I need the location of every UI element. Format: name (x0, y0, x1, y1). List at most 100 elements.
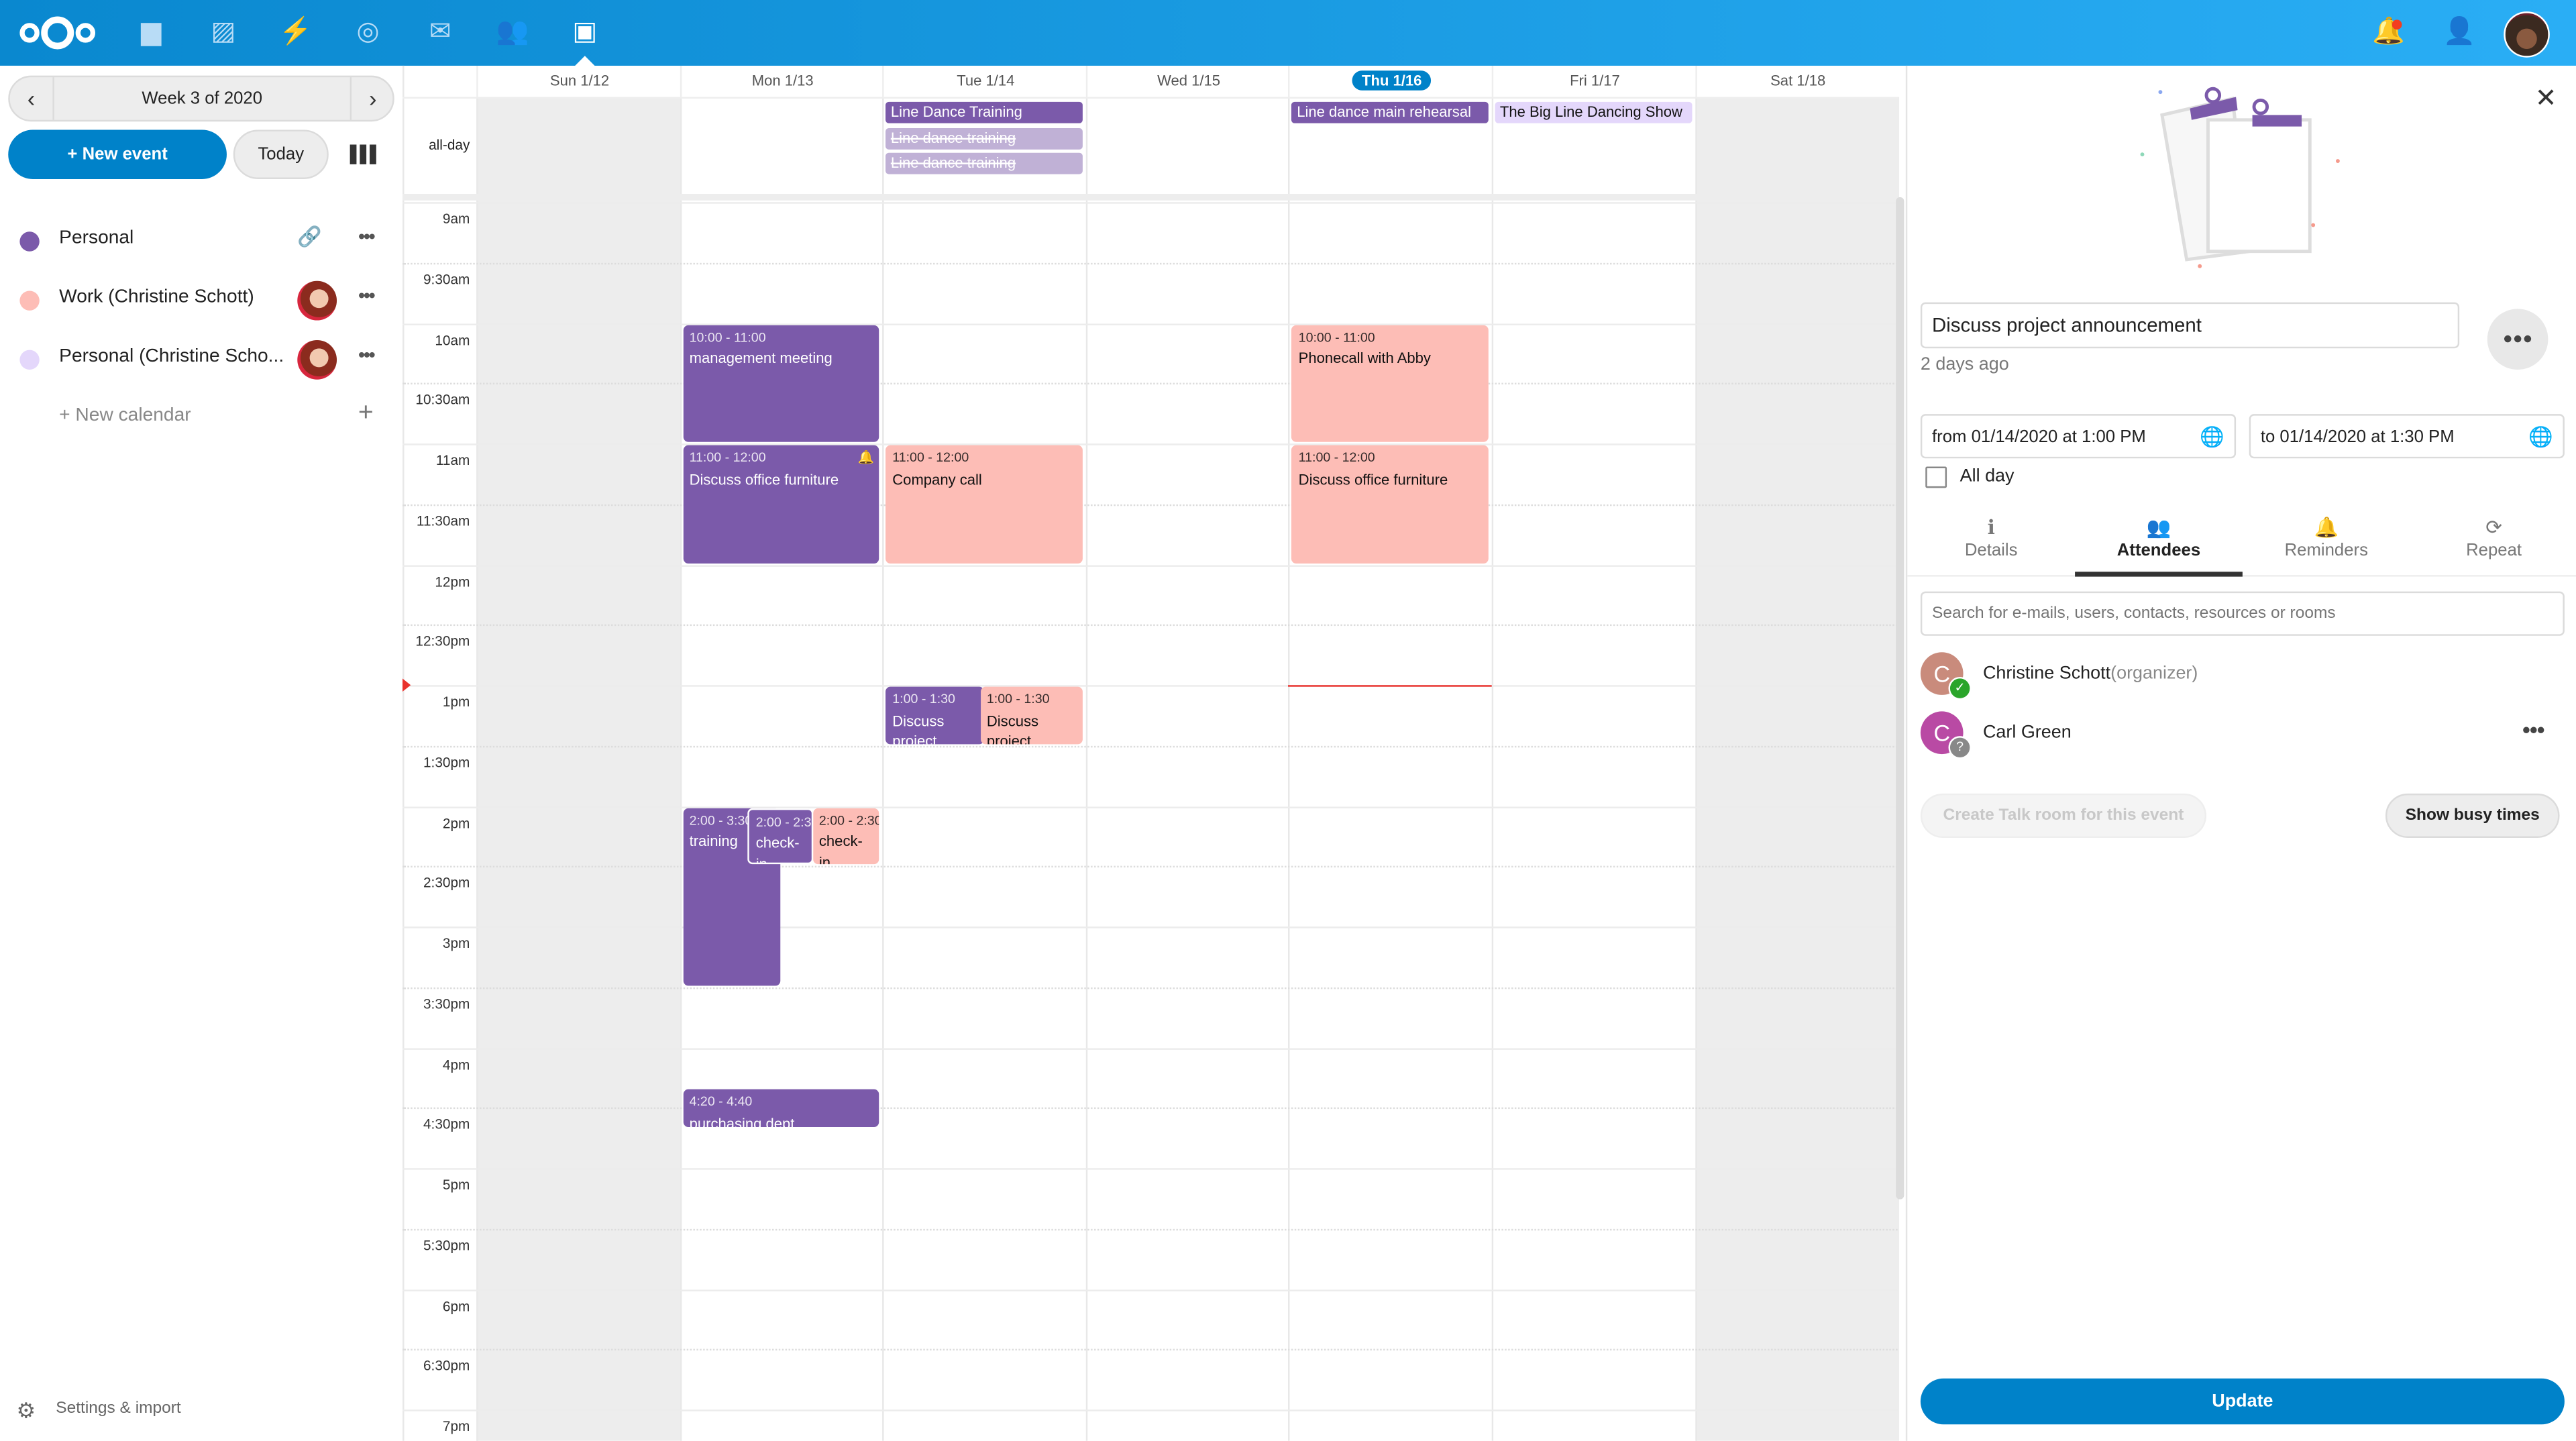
share-link-icon[interactable]: 🔗 (297, 225, 322, 248)
start-datetime-input[interactable]: from 01/14/2020 at 1:00 PM 🌐 (1920, 414, 2237, 459)
day-header[interactable]: Sat 1/18 (1695, 65, 1899, 97)
mail-icon[interactable]: ✉ (429, 17, 451, 46)
calendar-event[interactable]: 4:20 - 4:40 purchasing dept (682, 1089, 879, 1126)
today-button[interactable]: Today (233, 129, 329, 179)
day-header[interactable]: Wed 1/15 (1085, 65, 1290, 97)
contacts-menu-icon[interactable]: 👤 (2443, 17, 2476, 46)
nextcloud-logo[interactable] (18, 15, 97, 51)
event-actions-button[interactable]: ●●● (2487, 309, 2548, 370)
event-title: check-in (818, 833, 863, 865)
event-title: training (689, 833, 738, 850)
calendar-color-dot[interactable] (19, 290, 40, 311)
photos-icon[interactable]: ▨ (211, 17, 236, 46)
calendar-item[interactable]: Work (Christine Schott) ••• (0, 271, 402, 330)
week-navigator: ‹ Week 3 of 2020 › (8, 75, 394, 122)
notifications-bell-icon[interactable]: 🔔 (2372, 17, 2406, 46)
calendar-icon[interactable]: ▣ (572, 17, 598, 46)
calendar-actions-button[interactable]: ••• (358, 343, 376, 367)
hour-line (402, 806, 1898, 808)
header-divider (402, 97, 1898, 99)
day-column[interactable] (679, 97, 885, 1441)
calendar-actions-button[interactable]: ••• (358, 284, 376, 307)
allday-event[interactable]: Line dance training (885, 152, 1083, 174)
show-busy-times-button[interactable]: Show busy times (2385, 793, 2560, 838)
allday-event[interactable]: Line Dance Training (885, 101, 1083, 123)
allday-event[interactable]: Line dance training (885, 127, 1083, 149)
hour-line (402, 685, 1898, 687)
attendee-row[interactable]: C? Carl Green ●●● (1920, 708, 2565, 759)
next-week-button[interactable]: › (350, 77, 394, 120)
update-button[interactable]: Update (1920, 1378, 2565, 1425)
event-title-value: Discuss project announcement (1932, 313, 2202, 337)
event-title-input[interactable]: Discuss project announcement (1920, 302, 2460, 349)
event-time: 11:00 - 12:00 (892, 450, 969, 466)
calendar-item[interactable]: Personal 🔗 ••• (0, 212, 402, 271)
previous-week-button[interactable]: ‹ (10, 77, 54, 120)
files-icon[interactable]: ▆ (141, 17, 162, 46)
calendar-event[interactable]: 2:00 - 2:30 check-in (747, 807, 813, 865)
calendar-event[interactable]: 11:00 - 12:00 Discuss office furniture 🔔 (682, 445, 879, 563)
new-calendar-button[interactable]: + New calendar + (0, 389, 402, 448)
event-time: 10:00 - 11:00 (1298, 329, 1375, 345)
day-column[interactable] (1491, 97, 1697, 1441)
attendee-status-needs-action-icon: ? (1948, 736, 1972, 759)
calendar-item[interactable]: Personal (Christine Scho... ••• (0, 330, 402, 389)
calendar-event[interactable]: 10:00 - 11:00 management meeting (682, 324, 879, 442)
calendar-actions-button[interactable]: ••• (358, 225, 376, 248)
end-datetime-input[interactable]: to 01/14/2020 at 1:30 PM 🌐 (2249, 414, 2565, 459)
day-column[interactable] (1085, 97, 1291, 1441)
user-avatar[interactable] (2504, 11, 2550, 58)
scrollbar[interactable] (1896, 197, 1904, 1199)
day-header[interactable]: Mon 1/13 (679, 65, 884, 97)
settings-button[interactable]: ⚙ Settings & import (16, 1398, 394, 1424)
tab-repeat[interactable]: ⟳ Repeat (2410, 515, 2576, 576)
attendee-name-text: Christine Schott (1982, 663, 2111, 684)
create-talk-room-button[interactable]: Create Talk room for this event (1920, 793, 2207, 838)
day-header-label: Sun 1/12 (549, 72, 610, 89)
contacts-icon[interactable]: 👥 (496, 17, 529, 46)
attendee-actions-button[interactable]: ●●● (2522, 721, 2545, 738)
hour-line (402, 1168, 1898, 1170)
tab-details[interactable]: ℹ Details (1907, 515, 2075, 576)
timezone-globe-icon[interactable]: 🌐 (2200, 425, 2224, 448)
day-column[interactable] (1288, 97, 1494, 1441)
day-column[interactable] (882, 97, 1087, 1441)
calendar-color-dot[interactable] (19, 350, 40, 370)
calendar-event[interactable]: 11:00 - 12:00 Company call (885, 445, 1083, 563)
new-event-button[interactable]: + New event (8, 129, 227, 179)
allday-event[interactable]: Line dance main rehearsal (1291, 101, 1489, 123)
allday-event[interactable]: The Big Line Dancing Show (1495, 101, 1692, 123)
time-label: 3pm (442, 935, 470, 951)
attendee-row[interactable]: C ✓ Christine Schott(organizer) (1920, 649, 2565, 700)
day-header[interactable]: Fri 1/17 (1491, 65, 1697, 97)
attendee-search-input[interactable] (1920, 591, 2565, 636)
calendar-event[interactable]: 1:00 - 1:30 Discuss project announcement (980, 686, 1083, 744)
calendar-event[interactable]: 10:00 - 11:00 Phonecall with Abby (1291, 324, 1489, 442)
event-time: 1:00 - 1:30 (892, 692, 955, 707)
calendar-event[interactable]: 2:00 - 2:30 check-in (812, 807, 879, 865)
time-label: 2:30pm (423, 874, 470, 891)
talk-icon[interactable]: ◎ (356, 17, 380, 46)
tab-attendees[interactable]: 👥 Attendees (2075, 515, 2243, 576)
view-switcher-icon[interactable] (350, 144, 376, 164)
timezone-globe-icon[interactable]: 🌐 (2528, 425, 2553, 448)
hour-line (402, 1409, 1898, 1411)
activity-icon[interactable]: ⚡ (279, 17, 313, 46)
calendar-color-dot[interactable] (19, 231, 40, 252)
all-day-label[interactable]: All day (1960, 466, 2015, 486)
day-header[interactable]: Thu 1/16 (1288, 65, 1493, 97)
calendar-event[interactable]: 1:00 - 1:30 Discuss project announcement (885, 686, 984, 744)
day-column[interactable] (476, 97, 682, 1441)
calendar-event[interactable]: 11:00 - 12:00 Discuss office furniture (1291, 445, 1489, 563)
day-column[interactable] (1695, 97, 1900, 1441)
settings-label: Settings & import (56, 1399, 181, 1418)
hour-line (402, 1047, 1898, 1049)
shared-owner-avatar (297, 339, 337, 380)
tab-reminders[interactable]: 🔔 Reminders (2243, 515, 2410, 576)
day-header[interactable]: Sun 1/12 (476, 65, 681, 97)
day-header[interactable]: Tue 1/14 (882, 65, 1087, 97)
event-title: Discuss project announcement (892, 712, 945, 744)
week-label[interactable]: Week 3 of 2020 (142, 89, 263, 109)
close-icon[interactable]: ✕ (2534, 85, 2557, 113)
all-day-checkbox[interactable] (1925, 466, 1947, 488)
